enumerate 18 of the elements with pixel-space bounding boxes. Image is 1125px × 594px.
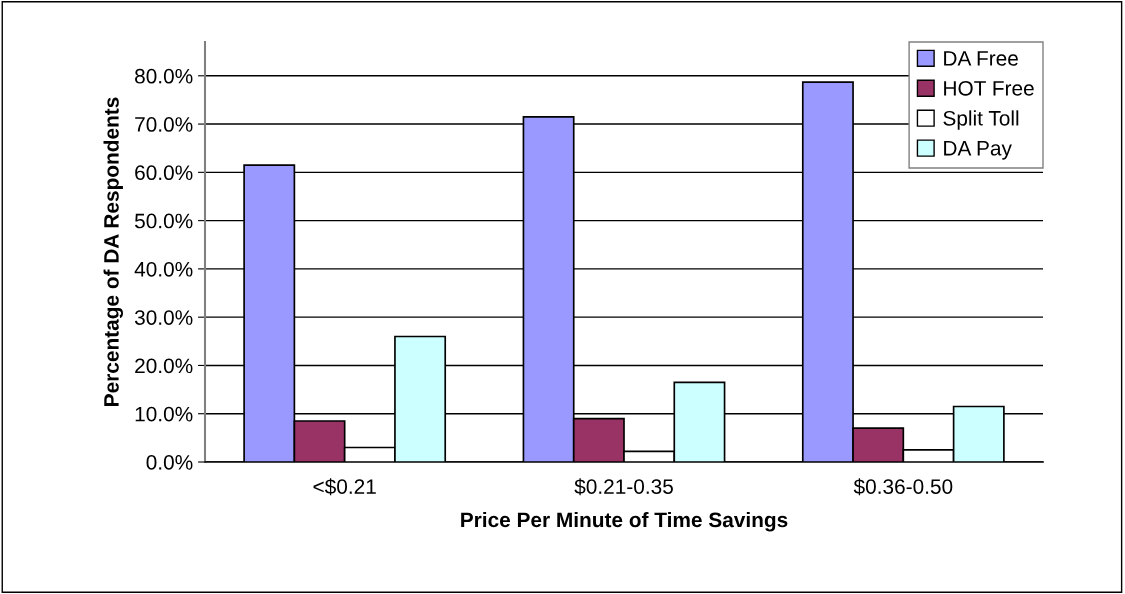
legend-label: DA Pay xyxy=(944,141,1012,160)
y-tick-label: 70.0% xyxy=(135,117,193,132)
x-axis-title: Price Per Minute of Time Savings xyxy=(461,511,788,532)
y-axis-title: Percentage of DA Respondents xyxy=(103,97,124,406)
legend-label: HOT Free xyxy=(944,80,1034,96)
x-tick-label: <$0.21 xyxy=(313,478,376,496)
legend-label: DA Free xyxy=(944,51,1018,66)
y-tick-label: 50.0% xyxy=(134,213,193,229)
y-tick-label: 60.0% xyxy=(135,165,193,181)
y-tick-label: 80.0% xyxy=(135,68,193,84)
y-tick-label: 40.0% xyxy=(134,261,193,277)
y-tick-label: 30.0% xyxy=(134,310,193,325)
x-tick-label: $0.21-0.35 xyxy=(574,478,673,496)
y-tick-label: 20.0% xyxy=(135,358,193,374)
legend-label: Split Toll xyxy=(943,110,1019,130)
x-tick-label: $0.36-0.50 xyxy=(853,478,953,496)
y-tick-label: 0.0% xyxy=(146,455,193,470)
y-tick-label: 10.0% xyxy=(135,406,193,422)
